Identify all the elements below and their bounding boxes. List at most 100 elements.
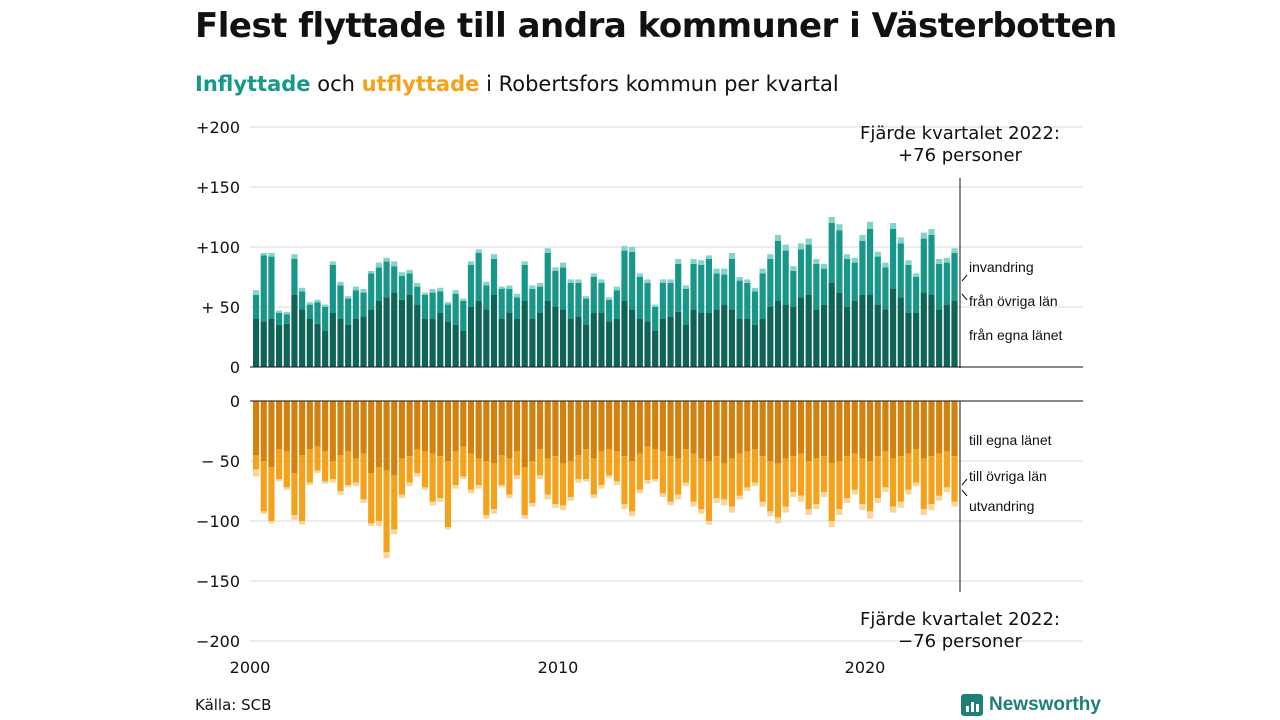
bar-out-own [314, 401, 321, 447]
bar-in-other [314, 302, 321, 324]
bar-out-other [299, 455, 306, 521]
bar-out-own [283, 401, 290, 452]
bar-out-emig [383, 552, 390, 559]
bar-in-immig [590, 273, 597, 277]
bar-out-other [291, 473, 298, 515]
bar-out-emig [452, 485, 459, 489]
bar-out-other [375, 467, 382, 521]
annotation-bottom-line1: Fjärde kvartalet 2022: [860, 609, 1060, 630]
bar-out-emig [682, 482, 689, 487]
bar-out-other [467, 453, 475, 490]
bar-in-own [928, 295, 935, 367]
bar-in-immig [322, 304, 329, 307]
bar-out-emig [698, 509, 705, 514]
bar-out-emig [329, 479, 336, 483]
bar-in-other [867, 229, 874, 295]
bar-in-immig [736, 277, 743, 281]
bar-out-own [874, 401, 881, 457]
x-tick-label: 2020 [845, 658, 886, 677]
bar-out-other [567, 461, 574, 497]
bar-in-other [452, 293, 459, 325]
bar-out-emig [337, 491, 344, 495]
bar-in-immig [329, 261, 336, 265]
bar-in-immig [728, 253, 736, 259]
bar-out-emig [429, 501, 436, 506]
bar-in-other [383, 261, 390, 298]
bar-out-emig [744, 487, 751, 491]
bar-out-own [882, 401, 889, 452]
bar-in-other [590, 277, 597, 313]
bar-out-emig [882, 487, 889, 493]
bar-in-other [437, 291, 444, 313]
bar-out-other [368, 473, 375, 524]
leader-utvandring [961, 489, 968, 497]
bar-in-other [629, 251, 636, 310]
bar-in-other [667, 283, 674, 317]
bar-out-other [329, 461, 336, 479]
bar-in-other [567, 283, 574, 319]
bar-out-other [874, 456, 881, 499]
bar-in-own [513, 319, 521, 367]
bar-in-other [283, 314, 290, 324]
bar-in-immig [467, 261, 475, 265]
bar-in-own [867, 295, 874, 367]
bar-out-emig [460, 476, 467, 479]
bar-out-other [751, 449, 759, 483]
bar-out-emig [928, 504, 935, 511]
bar-in-other [859, 241, 866, 295]
y-tick-label-top: + 50 [201, 298, 240, 317]
bar-in-other [513, 297, 521, 319]
bar-out-own [713, 401, 720, 457]
bar-out-other [421, 451, 429, 488]
bar-in-own [337, 319, 344, 367]
bar-in-immig [805, 238, 812, 245]
bar-in-other [744, 283, 751, 319]
bar-in-immig [636, 273, 643, 277]
bar-out-own [552, 401, 559, 457]
bar-out-emig [352, 482, 359, 487]
bar-out-own [613, 401, 620, 452]
bar-in-immig [536, 283, 544, 287]
bar-out-emig [314, 470, 321, 473]
bar-out-emig [851, 489, 858, 495]
bar-out-own [690, 401, 697, 454]
bar-out-other [828, 463, 835, 521]
bar-in-own [613, 319, 620, 367]
bar-in-immig [391, 261, 398, 267]
bar-out-emig [705, 521, 712, 525]
bar-out-other [659, 451, 666, 494]
bar-in-own [260, 321, 267, 367]
bar-in-own [951, 301, 958, 367]
bar-out-other [629, 461, 636, 512]
bar-in-immig [429, 289, 436, 293]
bar-out-emig [375, 521, 382, 526]
subtitle-utflyttade: utflyttade [361, 72, 480, 96]
bar-in-own [314, 323, 321, 367]
bar-out-own [843, 401, 851, 457]
bar-in-own [322, 331, 329, 367]
bar-out-other [690, 453, 697, 502]
bar-out-other [276, 449, 283, 479]
bar-in-own [498, 319, 505, 367]
bar-in-immig [790, 266, 797, 271]
bar-out-other [253, 455, 260, 470]
bar-in-own [851, 301, 858, 367]
bar-out-own [368, 401, 375, 473]
bar-in-own [705, 313, 712, 367]
bar-in-immig [606, 297, 613, 300]
bar-out-other [483, 461, 490, 515]
bar-in-other [560, 267, 567, 310]
bar-out-other [782, 458, 789, 507]
bar-in-other [536, 286, 544, 313]
bar-in-immig [521, 261, 528, 265]
y-tick-label-bottom: −100 [196, 512, 240, 531]
bar-in-own [843, 307, 851, 367]
bar-out-other [452, 451, 459, 485]
bar-out-own [521, 401, 528, 467]
bar-out-own [352, 401, 359, 459]
bar-in-immig [613, 286, 620, 291]
bar-in-own [721, 304, 728, 367]
bar-in-immig [444, 302, 452, 305]
bar-out-own [529, 401, 536, 461]
